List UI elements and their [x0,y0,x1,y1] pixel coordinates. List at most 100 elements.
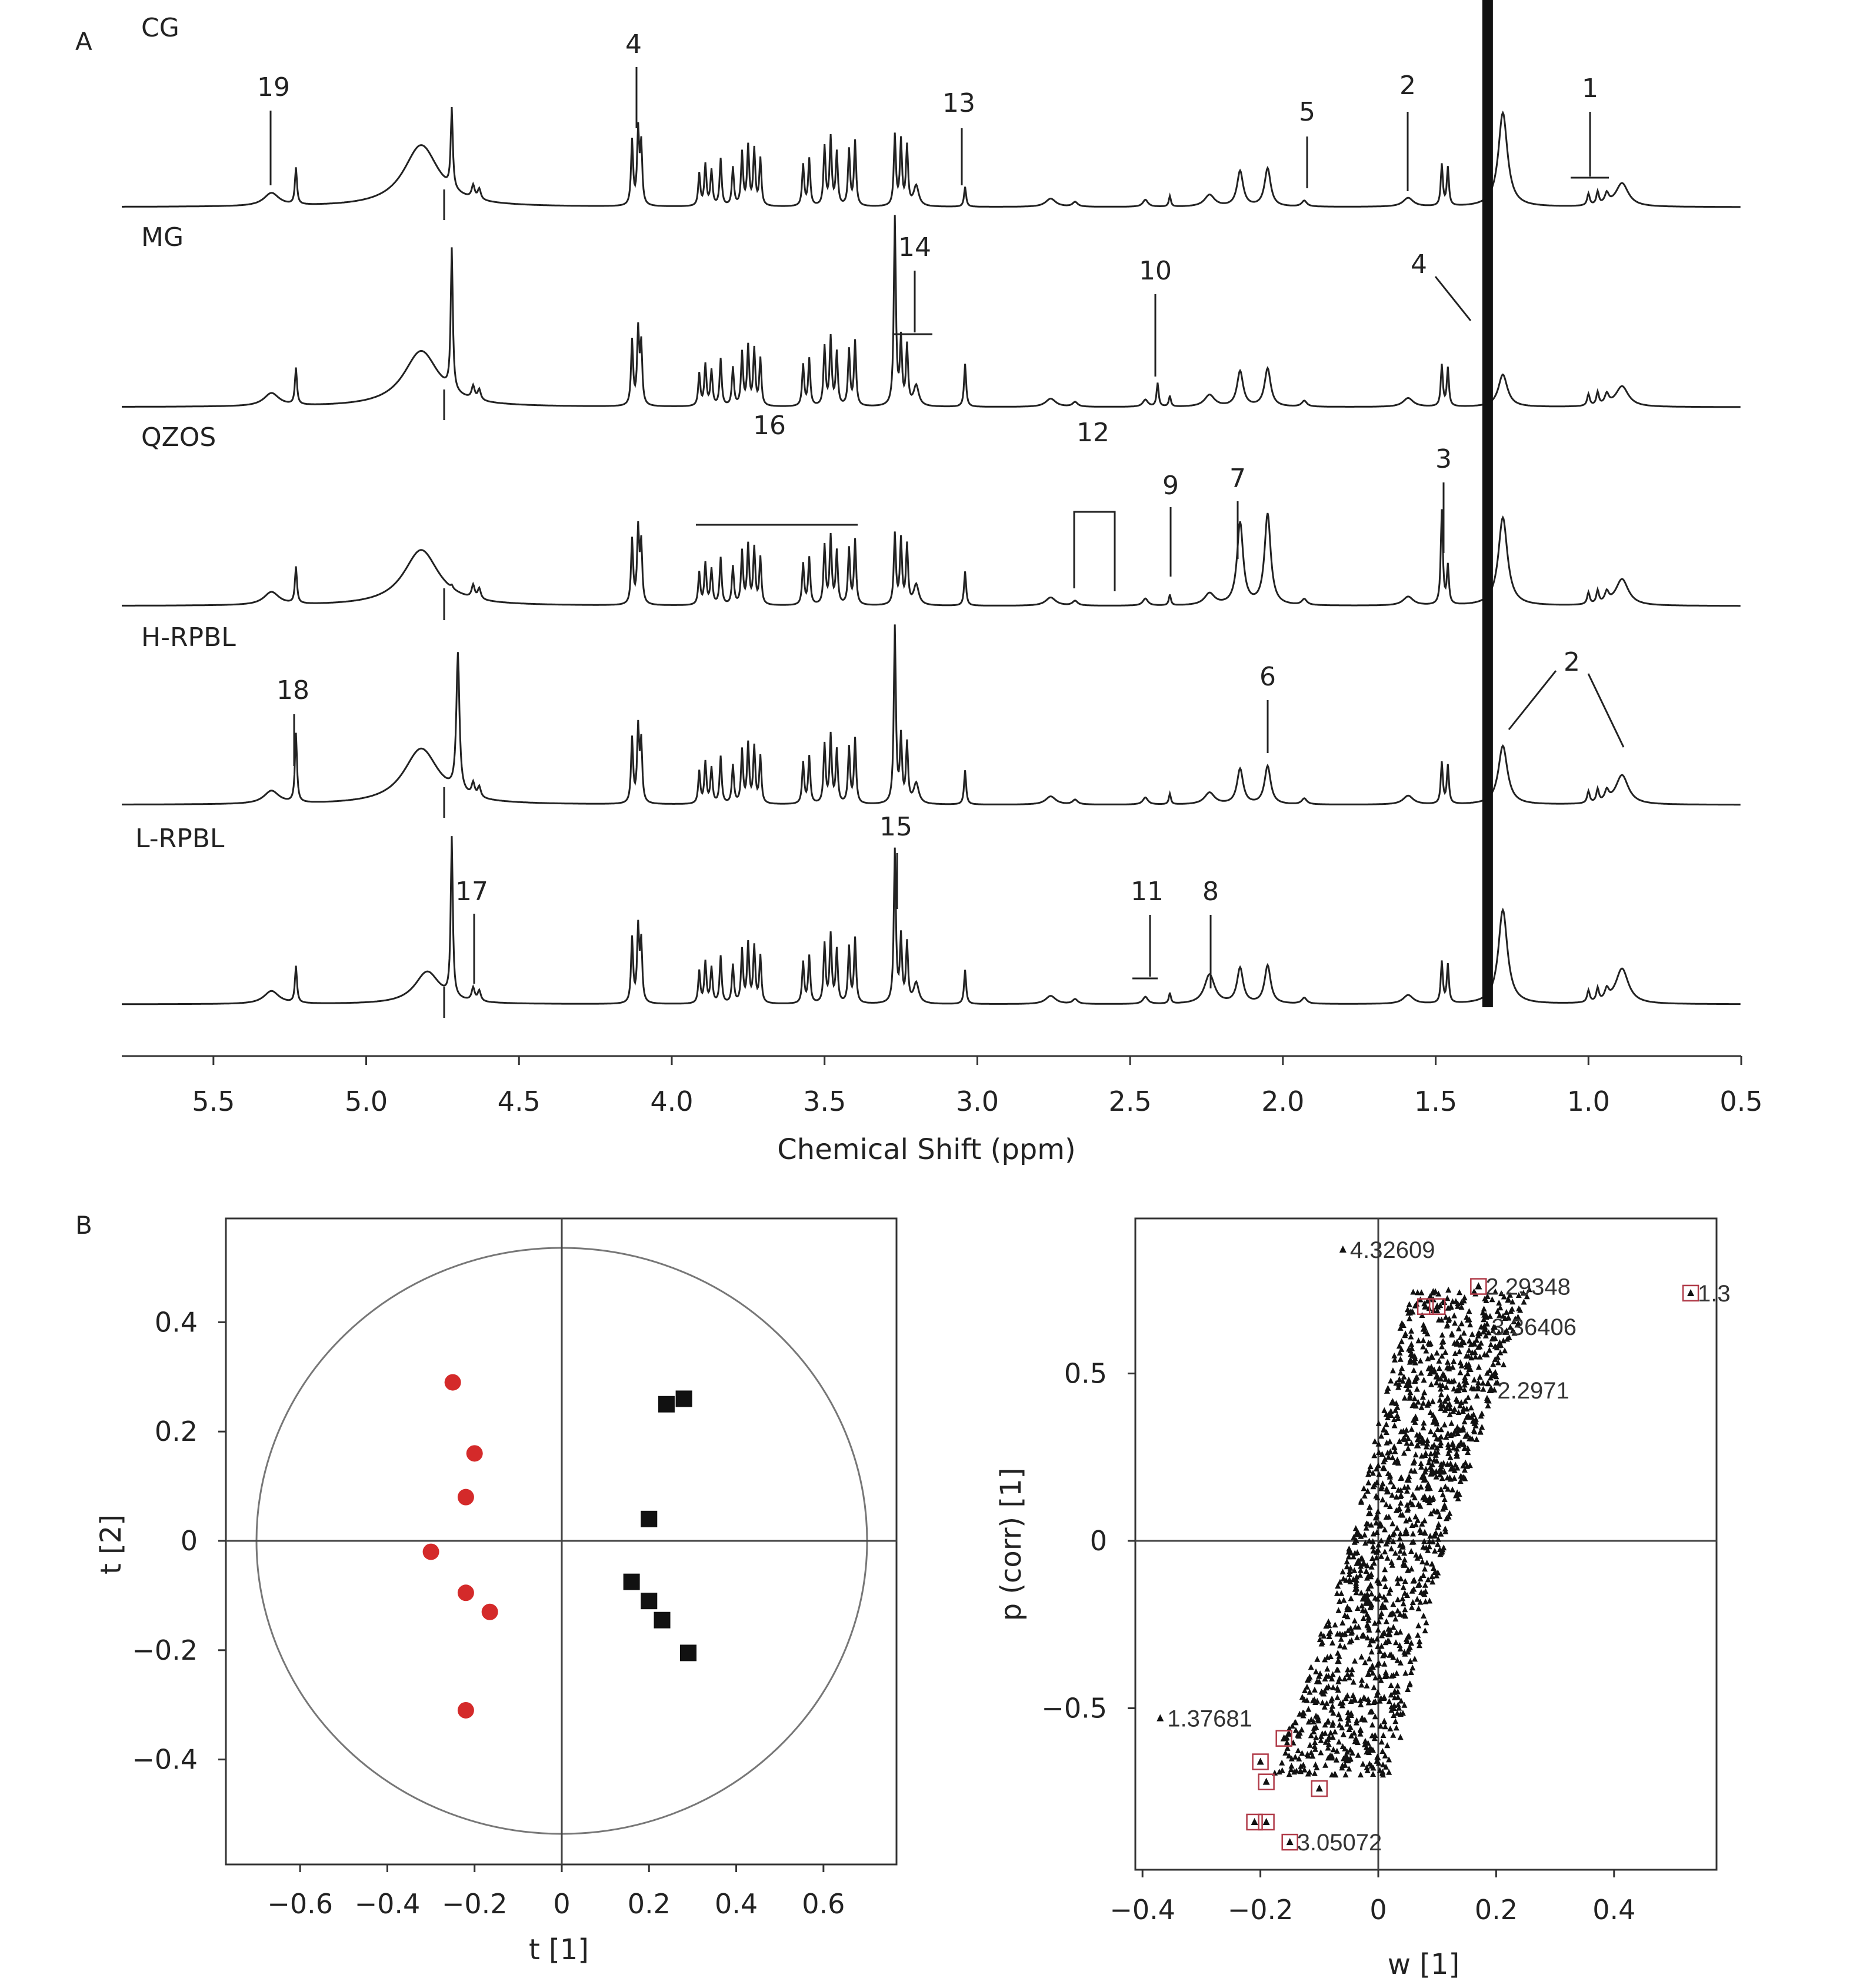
score-y-tick-label: 0.4 [155,1306,198,1338]
loading-highlight-box-4 [1275,1730,1292,1747]
peak-label-4-mg: 4 [1411,249,1427,279]
loading-highlight-marker-8 [1251,1817,1258,1825]
score-x-tick-label: 0.2 [628,1888,671,1920]
loading-triangles [1272,1286,1532,1778]
score-x-tick-label: −0.4 [355,1888,421,1920]
spectrum-label-h-rpbl: H-RPBL [141,622,236,652]
loading-highlight-box-10 [1281,1833,1298,1851]
peak-label-7: 7 [1229,464,1246,494]
score-y-tick-label: 0.2 [155,1416,198,1447]
peak-pointer-4 [1434,276,1472,321]
spectrum-label-qzos: QZOS [141,422,216,452]
loading-highlight-marker-10 [1286,1838,1294,1846]
peak-label-4: 4 [625,29,642,59]
loading-highlight-box-1 [1428,1298,1446,1315]
peak-label-1: 1 [1582,74,1598,104]
trace-qzos [122,509,1741,607]
peak-label-14: 14 [898,232,931,262]
loading-highlight-marker-3 [1687,1288,1695,1296]
loading-highlight-marker-9 [1262,1817,1270,1825]
trace-cg [122,107,1741,208]
loading-highlight-box-9 [1258,1813,1275,1831]
score-x-tick-label: 0 [553,1888,570,1920]
loading-label-marker-4 [1487,1386,1494,1393]
peak-label-13: 13 [942,88,975,118]
loading-y-tick-label: 0.5 [1064,1358,1107,1390]
spectrum-label-mg: MG [141,222,184,252]
score-point-square-4 [641,1593,658,1610]
spectrum-tick-label: 1.5 [1414,1085,1457,1117]
spectrum-tick-label: 3.5 [803,1085,846,1117]
score-y-tick-label: −0.2 [132,1634,198,1666]
loading-point-labels: 4.32609 2.29348 1.3 3.36406 2.2971 1.37681 3.0… [1157,1237,1731,1856]
score-y-axis-title: t [2] [95,1514,128,1574]
panel-a-letter: A [75,27,92,56]
loading-highlight-box-5 [1252,1753,1269,1770]
loading-label-3: 3.36406 [1491,1314,1577,1340]
loading-label-5: 1.37681 [1167,1706,1252,1732]
score-point-circle-4 [457,1584,474,1601]
loading-highlight-box-8 [1246,1813,1263,1831]
score-y-tick-label: 0 [181,1525,198,1557]
score-y-tick-label: −0.4 [132,1744,198,1776]
spectrum-tick-label: 2.0 [1261,1085,1304,1117]
trace-mg [122,215,1741,408]
loading-highlight-marker-1 [1434,1302,1441,1310]
loading-label-2: 1.3 [1698,1281,1731,1307]
score-point-square-1 [675,1390,692,1407]
score-point-circle-5 [481,1603,498,1620]
score-point-square-5 [654,1611,671,1629]
peak-label-16: 16 [753,411,786,441]
loading-highlight-marker-7 [1315,1784,1323,1792]
peak-label-2: 2 [1399,71,1416,101]
spectrum-tick-label: 4.5 [498,1085,541,1117]
loading-x-tick-label: −0.2 [1228,1894,1294,1926]
spectrum-tick-label: 1.0 [1567,1085,1610,1117]
loading-x-tick-label: 0.4 [1592,1894,1635,1926]
score-x-tick-label: −0.2 [442,1888,508,1920]
trace-l-rpbl [122,836,1741,1005]
loading-highlight-box-6 [1258,1773,1275,1790]
peak-label-6: 6 [1259,662,1276,692]
score-point-square-0 [658,1396,675,1413]
score-points [422,1374,697,1719]
score-point-circle-3 [422,1543,439,1560]
loading-label-marker-3 [1481,1322,1488,1330]
score-x-tick-label: 0.4 [715,1888,758,1920]
loading-x-axis-title: w [1] [1388,1948,1460,1981]
score-plot: −0.6 −0.4 −0.2 0 0.2 0.4 0.6 0.4 0.2 0 −0.2 −0.4 t … [95,1217,898,1966]
score-point-circle-0 [444,1374,461,1391]
peak-pointer-2b [1587,673,1625,748]
bracket-12 [1073,511,1116,591]
loading-highlight-box-7 [1311,1780,1328,1797]
spectrum-tick-label: 3.0 [956,1085,999,1117]
loading-label-1: 2.29348 [1485,1274,1571,1300]
panel-b-letter: B [75,1211,92,1240]
loading-plot-frame [1134,1217,1718,1871]
loading-label-0: 4.32609 [1350,1237,1435,1263]
score-x-tick-label: −0.6 [267,1888,333,1920]
spectrum-tick-label: 5.0 [345,1085,388,1117]
score-point-square-3 [623,1573,640,1590]
loading-x-tick-label: 0 [1369,1894,1387,1926]
peak-label-12: 12 [1077,418,1109,448]
peak-annotations: 19 4 13 5 2 1 14 10 16 12 9 7 3 18 6 15 17 11 8 4 2 [257,29,1625,988]
score-point-square-6 [680,1644,697,1661]
major-peak-1-33 [1482,0,1493,1007]
loading-y-tick-label: −0.5 [1041,1693,1107,1724]
spectrum-labels: CG MG QZOS H-RPBL L-RPBL [135,13,236,854]
spectrum-label-cg: CG [141,13,179,43]
spectrum-tick-label: 2.5 [1109,1085,1152,1117]
peak-label-5: 5 [1299,97,1315,127]
loading-ticks: −0.4 −0.2 0 0.2 0.4 0.5 0 −0.5 [1041,1358,1635,1926]
peak-label-17: 17 [455,877,488,907]
spectrum-x-ticks: 5.5 5.0 4.5 4.0 3.5 3.0 2.5 2.0 1.5 1.0 0.5 [192,1056,1763,1117]
score-point-circle-2 [457,1488,474,1506]
peak-label-19: 19 [257,72,290,102]
peak-pointer-2a [1508,670,1557,730]
score-point-circle-6 [457,1701,474,1719]
loading-point-cloud [1272,1286,1532,1778]
loading-highlight-marker-5 [1257,1757,1264,1765]
